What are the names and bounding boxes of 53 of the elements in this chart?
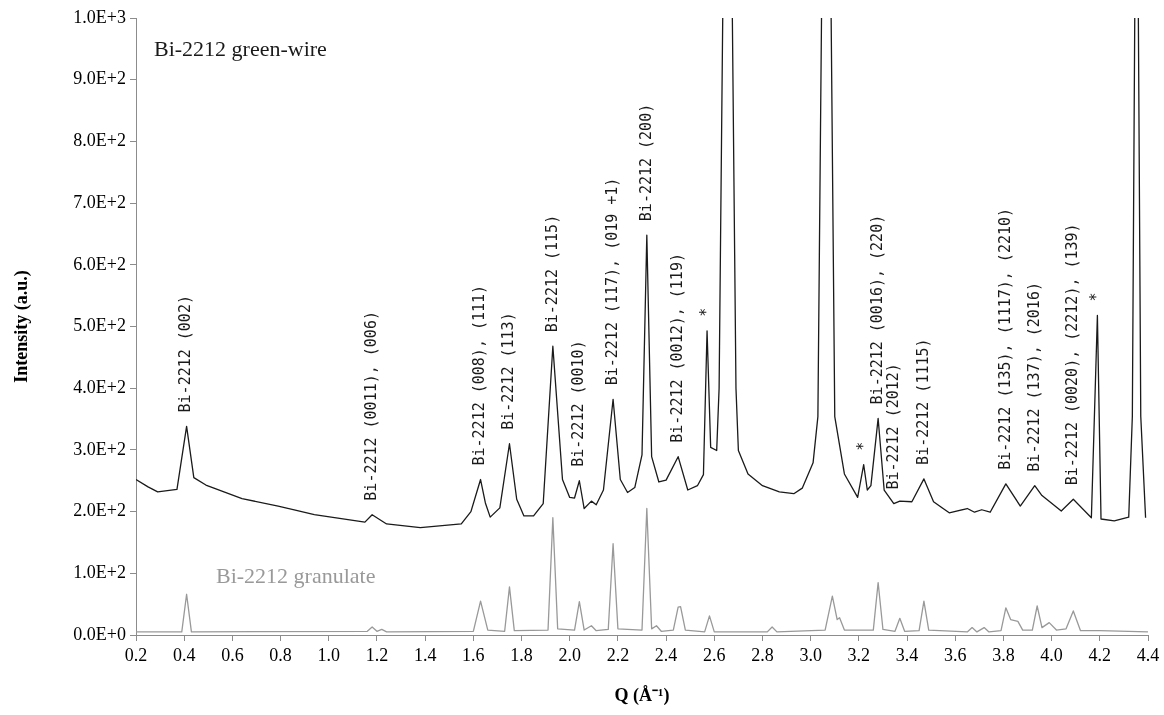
y-tick-label: 2.0E+2 bbox=[73, 500, 126, 521]
y-tick-label: 9.0E+2 bbox=[73, 68, 126, 89]
x-tick-label: 3.8 bbox=[992, 644, 1015, 665]
annotation: Bi-2212 (0012), (119) bbox=[668, 253, 687, 443]
series-label: Bi-2212 granulate bbox=[216, 562, 376, 588]
x-tick-label: 3.4 bbox=[895, 644, 919, 665]
x-tick-label: 2.8 bbox=[751, 644, 774, 665]
y-tick-label: 6.0E+2 bbox=[73, 253, 126, 274]
annotation: Bi-2212 (008), (111) bbox=[470, 284, 489, 466]
annotation: Bi-2212 (0010) bbox=[569, 340, 588, 467]
x-axis-title: Q (Å⁻¹) bbox=[614, 684, 670, 706]
x-tick-label: 2.4 bbox=[654, 644, 678, 665]
text: Bi-2212 green-wire bbox=[154, 35, 327, 61]
y-tick-label: 1.0E+2 bbox=[73, 562, 126, 583]
annotation: Bi-2212 (0020), (2212), (139) bbox=[1063, 223, 1082, 486]
x-tick-label: 2.6 bbox=[703, 644, 726, 665]
annotation: Bi-2212 (117), (019 +1) bbox=[602, 177, 621, 386]
x-tick-label: 4.0 bbox=[1040, 644, 1063, 665]
y-tick-label: 1.0E+3 bbox=[73, 6, 126, 27]
y-axis-title: Intensity (a.u.) bbox=[11, 270, 33, 383]
x-tick-label: 0.8 bbox=[269, 644, 292, 665]
y-tick-label: 0.0E+0 bbox=[73, 623, 126, 644]
annotation: Bi-2212 (1115) bbox=[913, 338, 932, 465]
x-tick-label: 1.6 bbox=[462, 644, 485, 665]
annotation: Bi-2212 (137), (2016) bbox=[1024, 282, 1043, 472]
y-tick-label: 8.0E+2 bbox=[73, 130, 126, 151]
x-tick-label: 3.0 bbox=[799, 644, 822, 665]
x-tick-label: 3.2 bbox=[847, 644, 871, 665]
annotation: Bi-2212 (135), (1117), (2210) bbox=[995, 207, 1014, 470]
annotation: Bi-2212 (002) bbox=[176, 295, 195, 413]
x-tick-label: 2.2 bbox=[606, 644, 630, 665]
x-tick-label: 0.6 bbox=[221, 644, 244, 665]
annotation: Bi-2212 (0011), (006) bbox=[362, 311, 381, 501]
x-tick-label: 4.4 bbox=[1136, 644, 1160, 665]
annotation: * bbox=[853, 441, 872, 451]
x-tick-label: 2.0 bbox=[558, 644, 581, 665]
annotation: Bi-2212 (113) bbox=[499, 312, 518, 430]
x-tick-label: 4.2 bbox=[1088, 644, 1112, 665]
x-tick-label: 1.0 bbox=[317, 644, 341, 665]
y-tick-label: 3.0E+2 bbox=[73, 438, 126, 459]
x-tick-label: 1.2 bbox=[365, 644, 389, 665]
annotation: * bbox=[696, 307, 715, 317]
x-tick-label: 3.6 bbox=[943, 644, 967, 665]
annotation: Bi-2212 (200) bbox=[636, 103, 655, 222]
annotation: * bbox=[1087, 292, 1106, 302]
y-tick-label: 5.0E+2 bbox=[73, 315, 126, 336]
y-tick-label: 7.0E+2 bbox=[73, 191, 126, 212]
annotation: Bi-2212 (115) bbox=[542, 214, 561, 333]
x-tick-label: 1.8 bbox=[510, 644, 533, 665]
x-tick-label: 0.4 bbox=[172, 644, 196, 665]
x-tick-label: 1.4 bbox=[413, 644, 437, 665]
x-tick-label: 0.2 bbox=[124, 644, 148, 665]
y-tick-label: 4.0E+2 bbox=[73, 376, 126, 397]
